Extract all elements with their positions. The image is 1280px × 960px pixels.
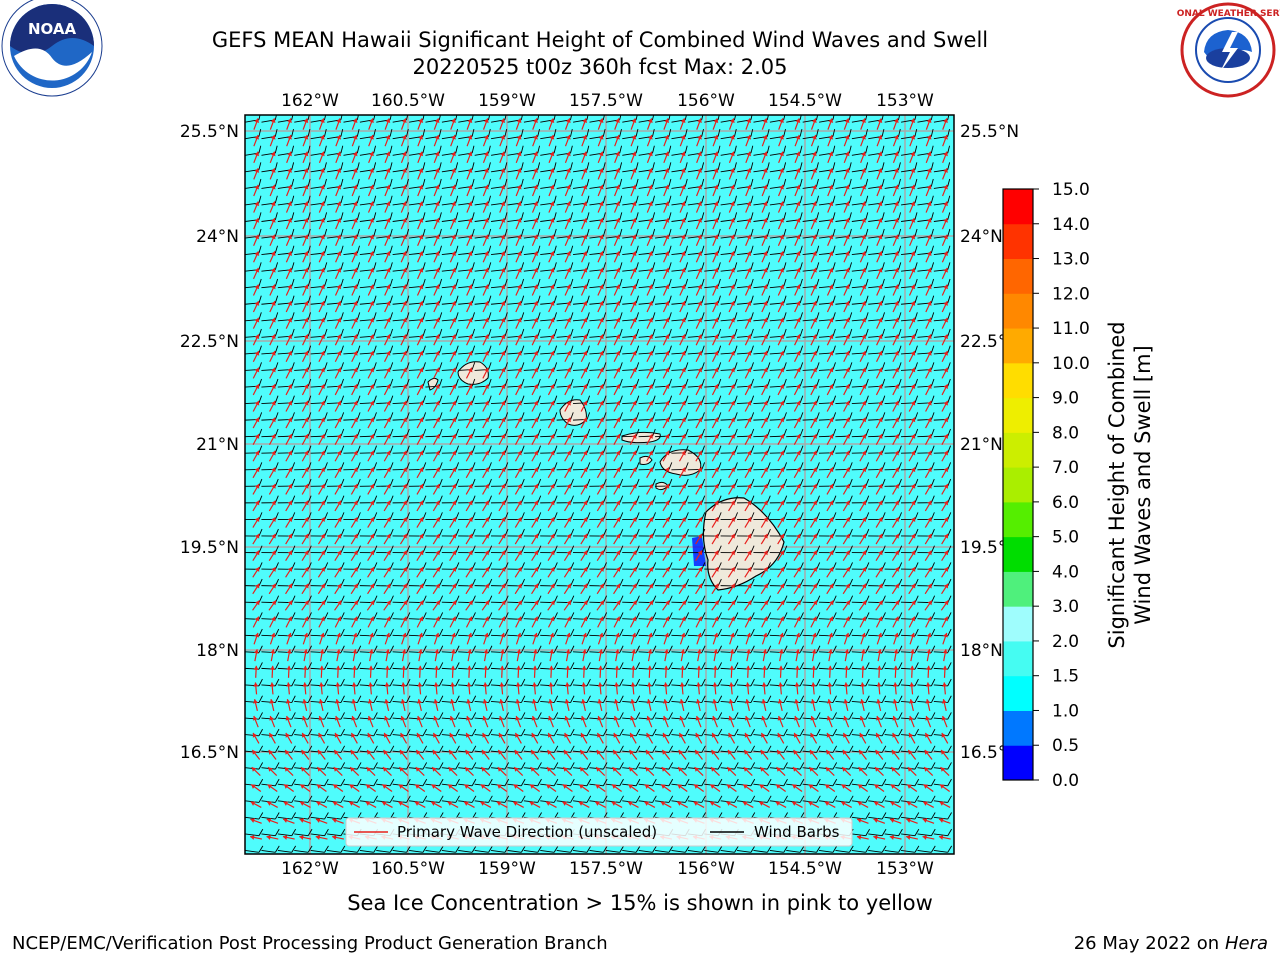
colorbar-tick-label: 2.0 bbox=[1052, 632, 1079, 652]
lat-tick-left: 24°N bbox=[196, 227, 239, 247]
colorbar-segment bbox=[1003, 675, 1033, 711]
date-text: 26 May 2022 on bbox=[1073, 933, 1220, 954]
nws-logo: NATIONAL WEATHER SERVICE bbox=[1176, 2, 1280, 98]
chart-title: GEFS MEAN Hawaii Significant Height of C… bbox=[211, 28, 989, 52]
lon-tick-bottom: 154.5°W bbox=[768, 859, 842, 879]
island-hawaii bbox=[702, 497, 785, 591]
lon-tick-top: 159°W bbox=[478, 91, 536, 111]
lat-tick-right: 21°N bbox=[960, 435, 1003, 455]
colorbar-tick-label: 15.0 bbox=[1052, 180, 1090, 200]
noaa-logo-text: NOAA bbox=[28, 20, 77, 38]
lon-tick-bottom: 160.5°W bbox=[371, 859, 445, 879]
sea-ice-note: Sea Ice Concentration > 15% is shown in … bbox=[347, 891, 933, 915]
colorbar-tick-label: 10.0 bbox=[1052, 354, 1090, 374]
colorbar-segment bbox=[1003, 258, 1033, 294]
lon-tick-top: 154.5°W bbox=[768, 91, 842, 111]
colorbar-segment bbox=[1003, 293, 1033, 329]
colorbar-segment bbox=[1003, 328, 1033, 364]
colorbar-tick-label: 12.0 bbox=[1052, 284, 1090, 304]
lon-tick-top: 156°W bbox=[677, 91, 735, 111]
colorbar-tick-label: 1.0 bbox=[1052, 702, 1079, 722]
island-lanai bbox=[639, 455, 653, 465]
lat-tick-left: 16.5°N bbox=[180, 743, 239, 763]
colorbar-tick-label: 0.0 bbox=[1052, 771, 1079, 791]
colorbar-tick-label: 8.0 bbox=[1052, 423, 1079, 443]
island-molokai bbox=[621, 431, 661, 444]
lat-tick-right: 18°N bbox=[960, 641, 1003, 661]
colorbar-tick-label: 7.0 bbox=[1052, 458, 1079, 478]
nws-logo-text: NATIONAL WEATHER SERVICE bbox=[1176, 9, 1280, 19]
legend-barb-label: Wind Barbs bbox=[754, 823, 840, 841]
island-kauai bbox=[457, 361, 489, 385]
colorbar-segment bbox=[1003, 536, 1033, 572]
colorbar-segment bbox=[1003, 223, 1033, 260]
lon-tick-bottom: 159°W bbox=[478, 859, 536, 879]
chart-subtitle: 20220525 t00z 360h fcst Max: 2.05 bbox=[412, 55, 788, 79]
lat-tick-right: 25.5°N bbox=[960, 122, 1019, 142]
legend-wave-label: Primary Wave Direction (unscaled) bbox=[397, 823, 657, 841]
lon-tick-top: 160.5°W bbox=[371, 91, 445, 111]
colorbar-tick-label: 11.0 bbox=[1052, 319, 1090, 339]
colorbar-label: Significant Height of Combined Wind Wave… bbox=[1105, 321, 1155, 648]
colorbar-segment bbox=[1003, 710, 1033, 746]
lon-tick-bottom: 153°W bbox=[876, 859, 934, 879]
lat-tick-left: 21°N bbox=[196, 435, 239, 455]
lon-tick-top: 153°W bbox=[876, 91, 934, 111]
colorbar-segment bbox=[1003, 397, 1033, 433]
colorbar-tick-label: 4.0 bbox=[1052, 562, 1079, 582]
lon-tick-bottom: 156°W bbox=[677, 859, 735, 879]
colorbar-segment bbox=[1003, 362, 1033, 399]
date-stamp: 26 May 2022 on Hera bbox=[1074, 933, 1268, 954]
lon-tick-bottom: 157.5°W bbox=[569, 859, 643, 879]
colorbar-tick-label: 14.0 bbox=[1052, 215, 1090, 235]
map-legend: Primary Wave Direction (unscaled) Wind B… bbox=[345, 817, 853, 847]
colorbar-tick-label: 6.0 bbox=[1052, 493, 1079, 513]
noaa-logo: NOAA bbox=[1, 0, 103, 97]
lat-tick-left: 22.5°N bbox=[180, 332, 239, 352]
lon-tick-top: 157.5°W bbox=[569, 91, 643, 111]
lon-tick-bottom: 162°W bbox=[281, 859, 339, 879]
lon-tick-top: 162°W bbox=[281, 91, 339, 111]
colorbar-segment bbox=[1003, 745, 1033, 781]
colorbar-tick-label: 13.0 bbox=[1052, 250, 1090, 270]
colorbar-segment bbox=[1003, 640, 1033, 677]
colorbar-segment bbox=[1003, 571, 1033, 607]
lat-tick-left: 25.5°N bbox=[180, 122, 239, 142]
colorbar-tick-label: 1.5 bbox=[1052, 667, 1079, 687]
colorbar-tick-label: 9.0 bbox=[1052, 389, 1079, 409]
hawaiian-islands bbox=[427, 361, 785, 591]
colorbar-tick-label: 0.5 bbox=[1052, 736, 1079, 756]
lat-tick-left: 18°N bbox=[196, 641, 239, 661]
colorbar-segment bbox=[1003, 189, 1033, 225]
colorbar-segment bbox=[1003, 432, 1033, 468]
colorbar-segment bbox=[1003, 467, 1033, 503]
colorbar-label-line1: Significant Height of Combined bbox=[1105, 321, 1129, 648]
credit-line: NCEP/EMC/Verification Post Processing Pr… bbox=[12, 933, 608, 954]
colorbar-segment bbox=[1003, 501, 1033, 538]
lat-tick-left: 19.5°N bbox=[180, 538, 239, 558]
colorbar-segment bbox=[1003, 606, 1033, 642]
colorbar-label-line2: Wind Waves and Swell [m] bbox=[1131, 345, 1155, 625]
colorbar-tick-label: 3.0 bbox=[1052, 597, 1079, 617]
lat-tick-right: 24°N bbox=[960, 227, 1003, 247]
colorbar-tick-label: 5.0 bbox=[1052, 528, 1079, 548]
machine-name: Hera bbox=[1224, 933, 1268, 954]
